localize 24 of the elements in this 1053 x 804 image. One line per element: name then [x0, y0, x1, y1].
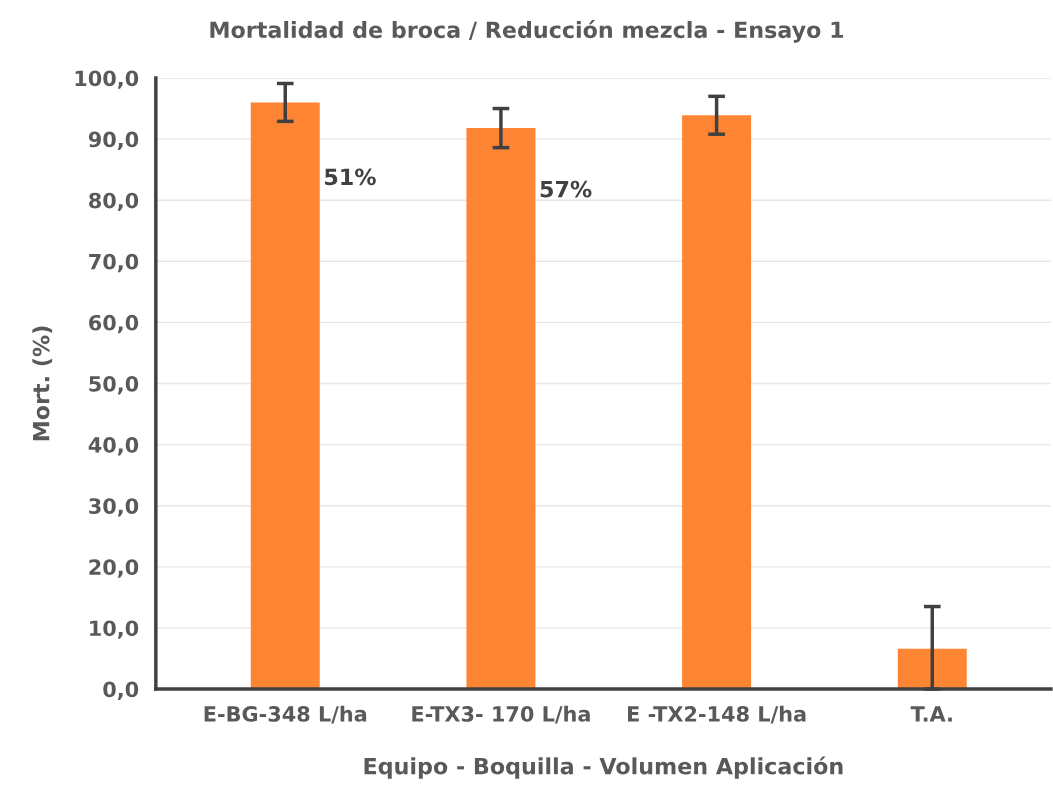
bar [250, 102, 320, 690]
y-axis-title: Mort. (%) [32, 326, 53, 441]
y-tick-label: 80,0 [89, 192, 139, 212]
bar [466, 128, 536, 690]
x-tick-label: E-TX3- 170 L/ha [412, 705, 590, 724]
chart-title: Mortalidad de broca / Reducción mezcla - Ensayo 1 [210, 20, 844, 43]
annotation: 57% [540, 180, 592, 198]
y-tick-label: 10,0 [90, 620, 139, 639]
x-tick-label: E -TX2-148 L/ha [628, 705, 806, 724]
bar [682, 115, 752, 690]
y-tick-label: 70,0 [89, 253, 139, 273]
y-tick-label: 90,0 [88, 131, 139, 150]
bar [897, 648, 967, 690]
y-tick-label: 30,0 [89, 498, 139, 517]
x-tick-label: E-BG-348 L/ha [204, 705, 367, 724]
y-tick-label: 40,0 [88, 437, 139, 456]
x-axis-title: Equipo - Boquilla - Volumen Aplicación [364, 756, 843, 779]
y-tick-label: 60,0 [89, 314, 139, 334]
y-tick-label: 100,0 [75, 70, 139, 89]
y-tick-label: 0,0 [103, 681, 139, 700]
x-tick-label: T.A. [910, 706, 952, 722]
y-tick-label: 50,0 [89, 375, 139, 395]
annotation: 51% [325, 168, 376, 186]
y-tick-label: 20,0 [89, 559, 139, 578]
